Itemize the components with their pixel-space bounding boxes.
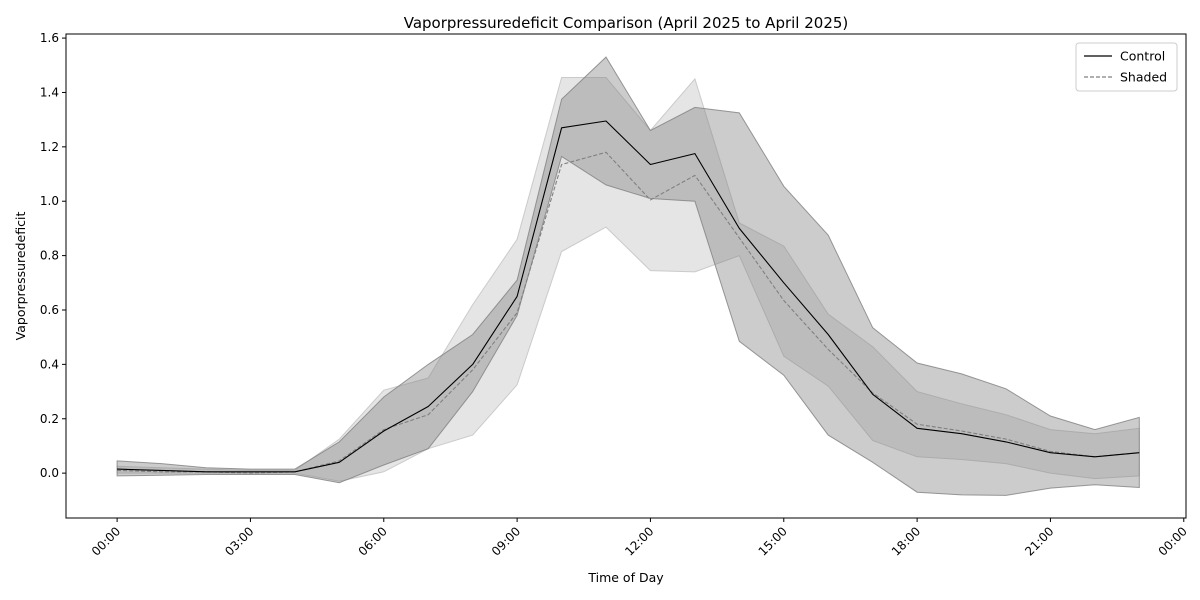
y-tick-label: 0.4	[40, 357, 59, 371]
y-tick-label: 1.4	[40, 85, 59, 99]
series-lines	[117, 120, 1140, 474]
legend-box	[1075, 42, 1178, 92]
y-tick-label: 1.2	[40, 140, 59, 154]
chart-title: Vaporpressuredeficit Comparison (April 2…	[404, 14, 849, 32]
x-axis-title: Time of Day	[587, 570, 664, 585]
y-tick-label: 0.2	[40, 412, 59, 426]
x-tick-label: 09:00	[489, 524, 523, 558]
x-tick-label: 00:00	[89, 524, 123, 558]
y-tick-label: 1.6	[40, 31, 59, 45]
x-tick-label: 18:00	[889, 524, 923, 558]
x-tick-label: 21:00	[1022, 524, 1056, 558]
y-tick-label: 0.6	[40, 303, 59, 317]
band-control	[116, 56, 1140, 496]
line-control	[117, 120, 1140, 473]
x-tick-label: 03:00	[222, 524, 256, 558]
plot-frame	[65, 33, 1187, 519]
confidence-bands	[116, 56, 1140, 496]
x-tick-label: 12:00	[622, 524, 656, 558]
y-tick-label: 0.0	[40, 466, 59, 480]
legend-label-control: Control	[1120, 49, 1165, 64]
x-tick-label: 00:00	[1156, 524, 1190, 558]
x-tick-label: 15:00	[756, 524, 790, 558]
legend-label-shaded: Shaded	[1120, 70, 1167, 85]
y-tick-label: 1.0	[40, 194, 59, 208]
y-axis: 0.0 0.2 0.4 0.6 0.8 1.0 1.2 1.4 1.6	[40, 31, 66, 480]
legend: Control Shaded	[1075, 42, 1178, 92]
x-axis: 00:00 03:00 06:00 09:00 12:00 15:00 18:00 21:00…	[89, 518, 1190, 559]
y-axis-title: Vaporpressuredeficit	[13, 212, 28, 341]
x-tick-label: 06:00	[356, 524, 390, 558]
y-tick-label: 0.8	[40, 249, 59, 263]
